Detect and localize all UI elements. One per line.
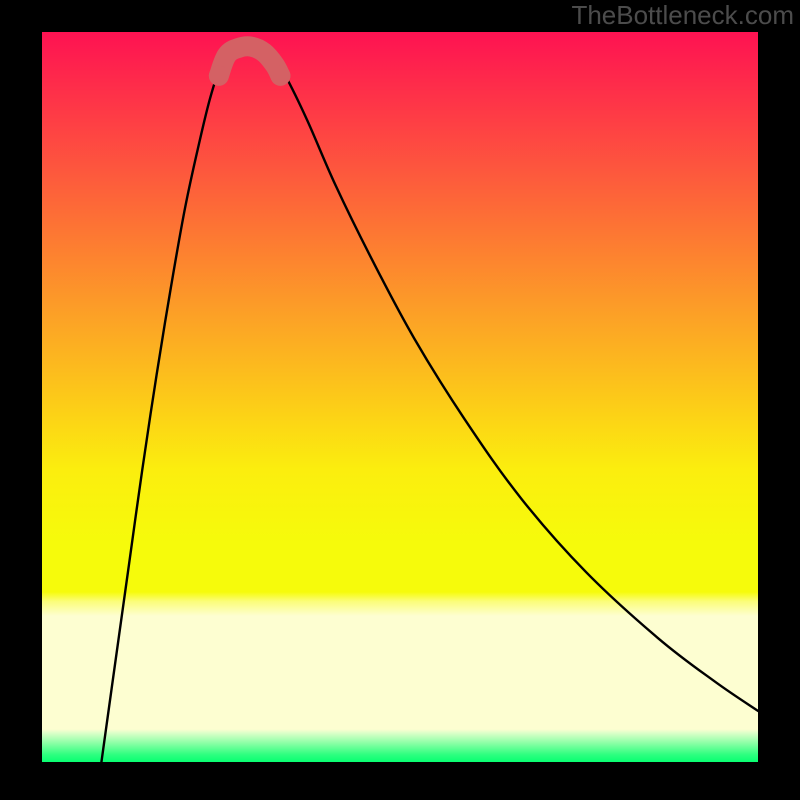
highlight-marker-dot	[270, 66, 290, 86]
highlight-marker-dot	[209, 66, 229, 86]
chart-svg	[42, 32, 758, 762]
chart-container: TheBottleneck.com	[0, 0, 800, 800]
watermark-text: TheBottleneck.com	[571, 0, 794, 31]
plot-area	[42, 32, 758, 762]
gradient-background	[42, 32, 758, 762]
